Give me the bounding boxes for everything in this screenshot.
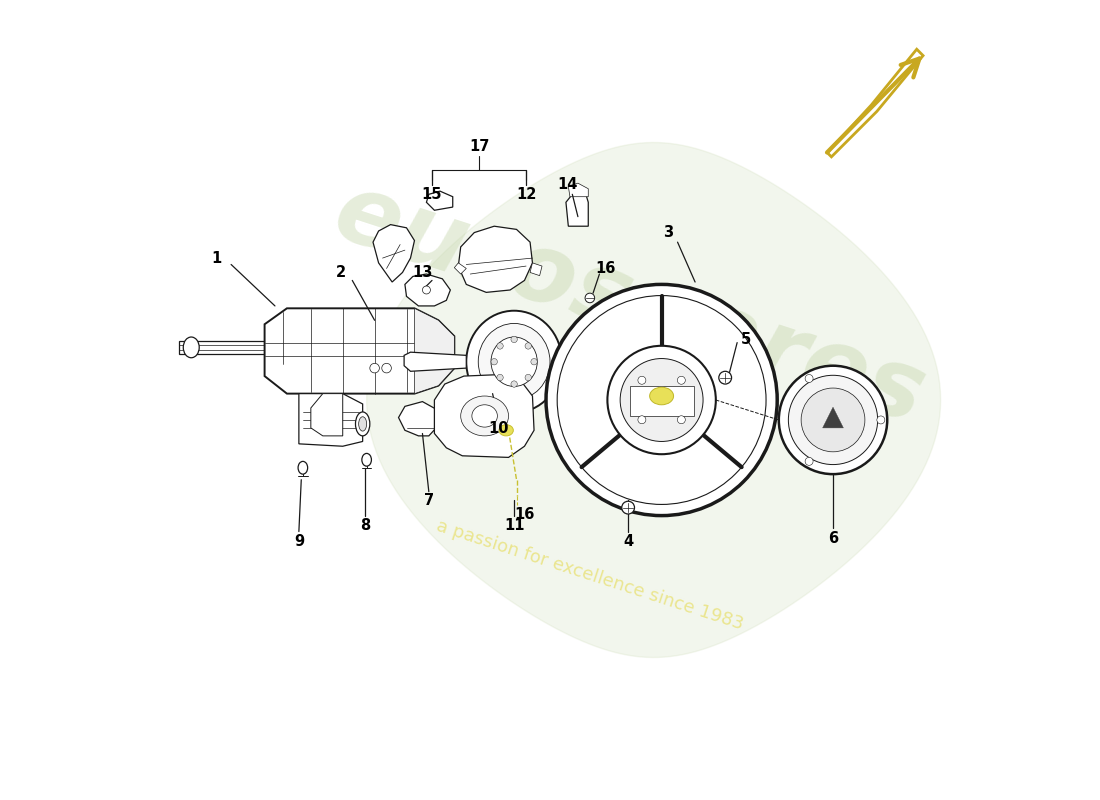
Polygon shape: [265, 308, 454, 394]
Polygon shape: [629, 386, 693, 416]
Circle shape: [877, 416, 884, 424]
Circle shape: [789, 375, 878, 465]
Circle shape: [510, 381, 517, 387]
Polygon shape: [823, 407, 844, 428]
Text: 16: 16: [595, 261, 616, 276]
Text: 9: 9: [294, 534, 304, 549]
Text: 8: 8: [360, 518, 371, 533]
Circle shape: [678, 416, 685, 424]
Ellipse shape: [298, 462, 308, 474]
Circle shape: [678, 376, 685, 384]
Circle shape: [497, 342, 503, 349]
Circle shape: [370, 363, 379, 373]
Polygon shape: [562, 354, 632, 376]
Text: 2: 2: [337, 265, 346, 280]
Text: 14: 14: [558, 178, 578, 192]
Polygon shape: [454, 263, 466, 274]
Text: 10: 10: [488, 421, 508, 436]
Polygon shape: [398, 402, 439, 436]
Text: 7: 7: [424, 493, 433, 508]
Text: 17: 17: [469, 139, 490, 154]
Circle shape: [718, 371, 732, 384]
Polygon shape: [179, 341, 275, 354]
Polygon shape: [565, 194, 588, 226]
Polygon shape: [459, 226, 532, 292]
Ellipse shape: [466, 310, 562, 413]
Circle shape: [607, 346, 716, 454]
Circle shape: [497, 374, 503, 381]
Ellipse shape: [628, 358, 639, 372]
Circle shape: [621, 502, 635, 514]
Polygon shape: [415, 308, 454, 394]
Text: 6: 6: [828, 531, 838, 546]
Polygon shape: [427, 191, 453, 210]
Text: 15: 15: [421, 187, 442, 202]
Polygon shape: [434, 374, 535, 458]
Ellipse shape: [478, 323, 550, 400]
Circle shape: [510, 336, 517, 342]
Polygon shape: [405, 274, 450, 306]
Ellipse shape: [461, 396, 508, 436]
Circle shape: [558, 295, 766, 505]
Text: 3: 3: [663, 225, 673, 240]
Circle shape: [801, 388, 865, 452]
Text: 5: 5: [740, 332, 751, 347]
Ellipse shape: [472, 405, 497, 427]
Circle shape: [546, 285, 778, 515]
Ellipse shape: [355, 412, 370, 436]
Polygon shape: [299, 394, 363, 446]
Polygon shape: [530, 263, 542, 276]
Polygon shape: [366, 142, 940, 658]
Circle shape: [638, 416, 646, 424]
Ellipse shape: [362, 454, 372, 466]
Polygon shape: [311, 394, 343, 436]
Ellipse shape: [499, 425, 514, 436]
Text: 1: 1: [211, 250, 222, 266]
Text: 16: 16: [515, 507, 535, 522]
Circle shape: [422, 286, 430, 294]
Polygon shape: [569, 183, 589, 197]
Text: 4: 4: [623, 534, 634, 549]
Circle shape: [805, 458, 813, 466]
Text: 12: 12: [516, 187, 537, 202]
Text: 13: 13: [412, 265, 432, 280]
Text: eurospares: eurospares: [322, 165, 936, 443]
Circle shape: [638, 376, 646, 384]
Polygon shape: [404, 352, 466, 371]
Circle shape: [585, 293, 595, 302]
Text: 11: 11: [504, 518, 525, 534]
Circle shape: [491, 358, 497, 365]
Text: a passion for excellence since 1983: a passion for excellence since 1983: [434, 517, 746, 634]
Circle shape: [382, 363, 392, 373]
Circle shape: [620, 358, 703, 442]
Polygon shape: [373, 225, 415, 282]
Circle shape: [525, 374, 531, 381]
Circle shape: [531, 358, 537, 365]
Ellipse shape: [359, 417, 366, 431]
Ellipse shape: [650, 387, 673, 405]
Circle shape: [779, 366, 888, 474]
Circle shape: [525, 342, 531, 349]
Circle shape: [805, 374, 813, 382]
Ellipse shape: [491, 337, 537, 386]
Ellipse shape: [184, 337, 199, 358]
